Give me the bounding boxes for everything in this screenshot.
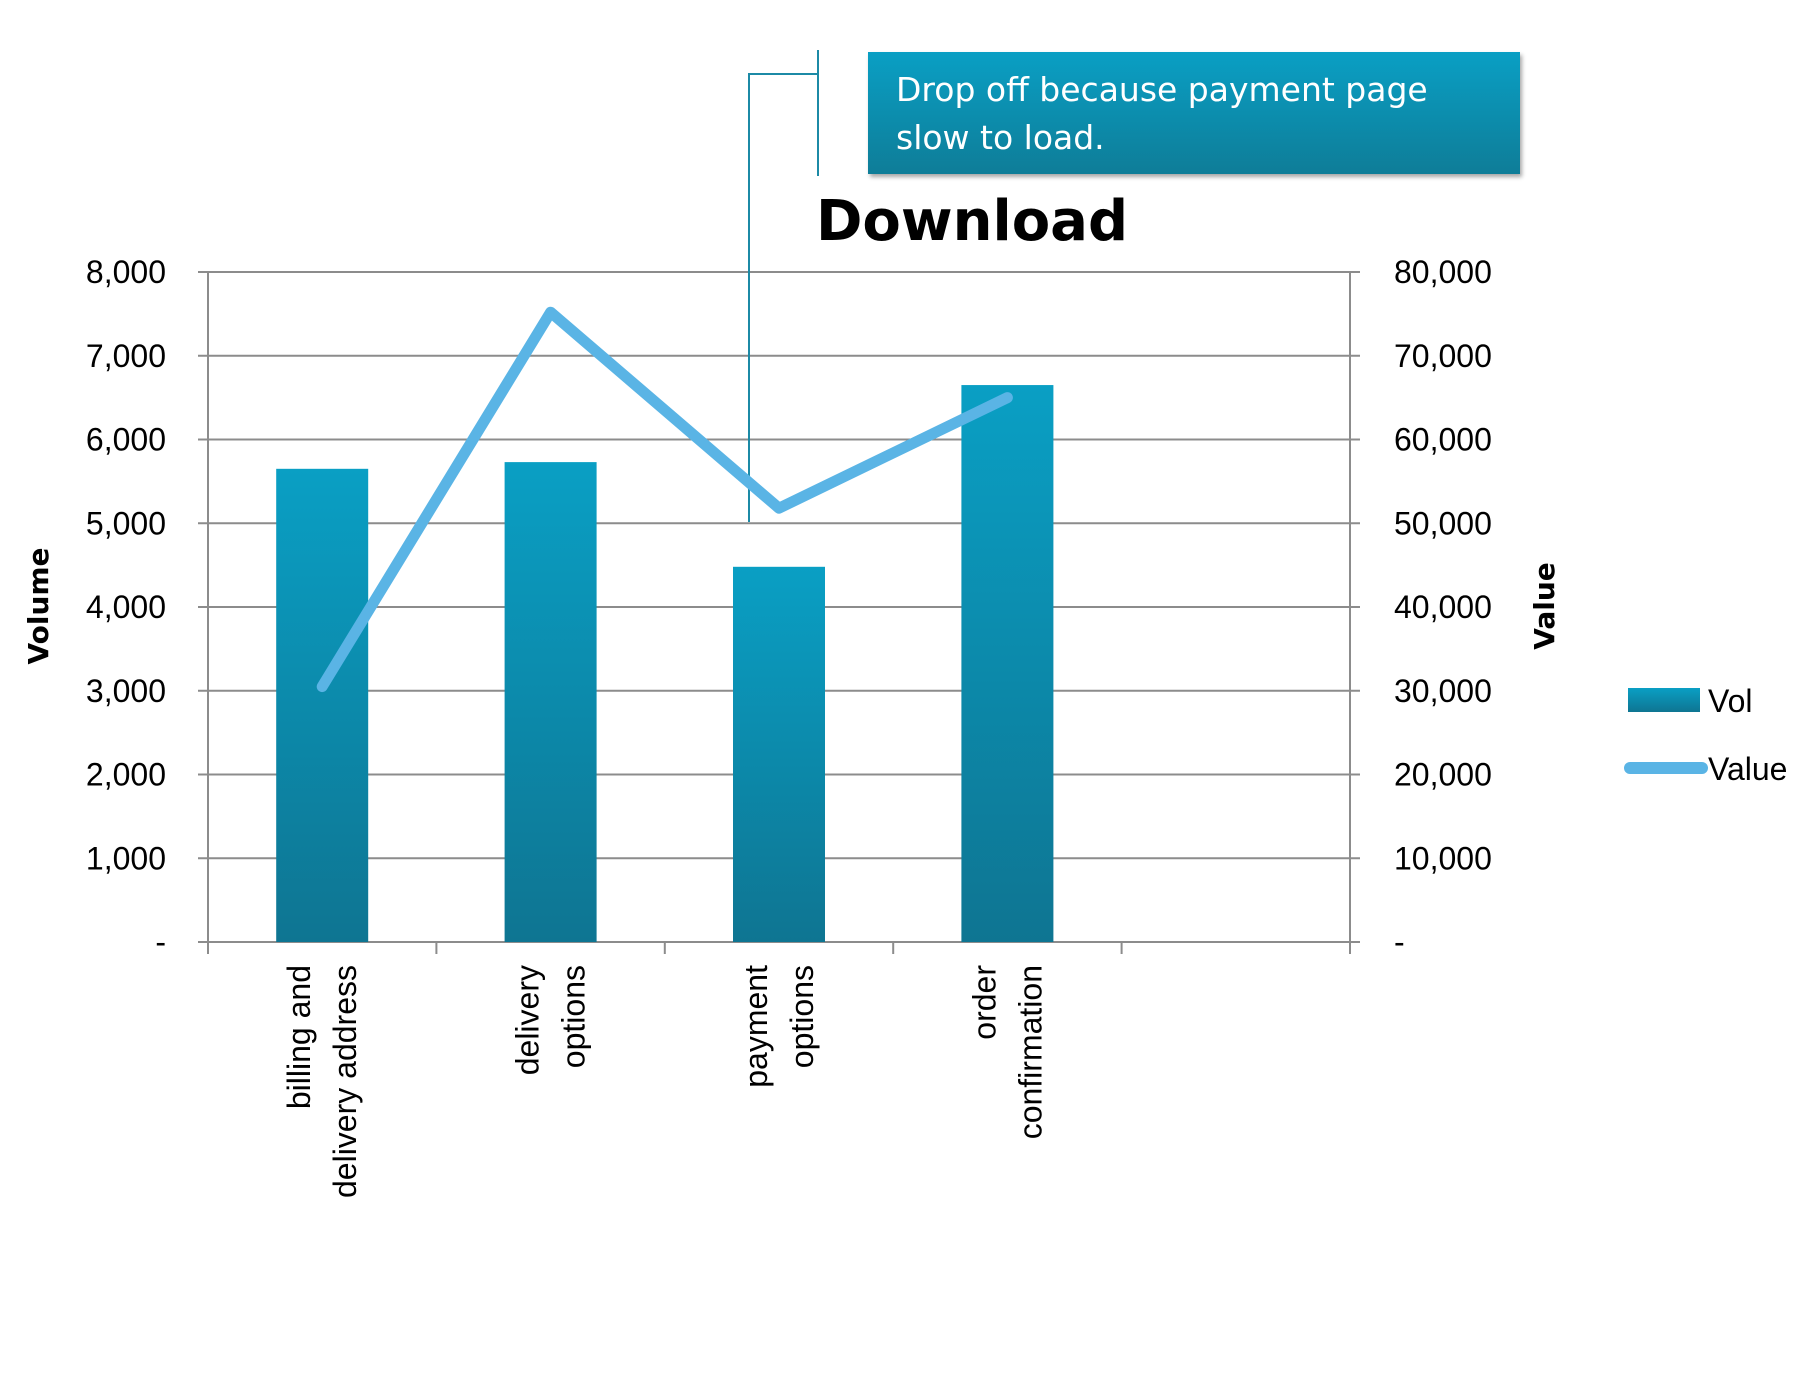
x-category-label-line: payment <box>738 965 774 1088</box>
y-tick-label: 1,000 <box>86 840 166 876</box>
y-tick-label: - <box>155 924 166 960</box>
y-tick-label: 8,000 <box>86 254 166 290</box>
y2-tick-label: 80,000 <box>1394 254 1492 290</box>
line-series <box>316 306 1013 693</box>
y-tick-label: 3,000 <box>86 673 166 709</box>
x-category-label-line: delivery address <box>327 965 363 1198</box>
annotation-text: Drop off because payment page slow to lo… <box>896 70 1428 157</box>
legend-label-value: Value <box>1708 751 1787 787</box>
y-tick-label: 6,000 <box>86 422 166 458</box>
x-category-label-line: order <box>966 965 1002 1040</box>
y-axis-title: Volume <box>22 547 55 664</box>
x-category-label: order confirmation <box>966 965 1048 1140</box>
y2-tick-label: 60,000 <box>1394 422 1492 458</box>
x-category-label-line: delivery <box>510 965 546 1075</box>
y2-axis-title: Value <box>1528 562 1561 650</box>
callout-connector <box>748 50 819 522</box>
y2-tick-label: 20,000 <box>1394 757 1492 793</box>
bar <box>276 468 369 942</box>
callout-leader-line <box>748 73 818 522</box>
y2-tick-label: 10,000 <box>1394 840 1492 876</box>
y-tick-label: 5,000 <box>86 505 166 541</box>
legend: Vol Value <box>1624 683 1787 787</box>
value-line <box>316 306 1013 693</box>
legend-swatch-vol <box>1628 688 1700 712</box>
annotation-callout: Drop off because payment page slow to lo… <box>868 52 1520 174</box>
x-category-label-line: options <box>784 965 820 1068</box>
y2-tick-label: 70,000 <box>1394 338 1492 374</box>
x-category-label-line: billing and <box>281 965 317 1109</box>
category-labels: billing and delivery address delivery optio… <box>281 965 1048 1198</box>
y-tick-label: 2,000 <box>86 757 166 793</box>
y-tick-label: 4,000 <box>86 589 166 625</box>
chart-title: Download <box>816 189 1128 254</box>
bar <box>504 462 597 942</box>
legend-label-vol: Vol <box>1708 683 1752 719</box>
bar-series <box>276 385 1054 942</box>
y2-tick-label: 50,000 <box>1394 505 1492 541</box>
bar <box>733 566 825 942</box>
x-category-label: billing and delivery address <box>281 965 363 1198</box>
x-category-label-line: confirmation <box>1012 965 1048 1139</box>
x-category-label: delivery options <box>510 965 592 1075</box>
x-category-label-line: options <box>556 965 592 1068</box>
axis-ticks: - - 1,000 10,000 2,000 20,000 3,000 30,000 4,000… <box>86 254 1492 960</box>
x-category-label: payment options <box>738 965 820 1088</box>
y-tick-label: 7,000 <box>86 338 166 374</box>
y2-tick-label: 40,000 <box>1394 589 1492 625</box>
y2-tick-label: 30,000 <box>1394 673 1492 709</box>
y2-tick-label: - <box>1394 924 1405 960</box>
bar <box>961 385 1054 942</box>
